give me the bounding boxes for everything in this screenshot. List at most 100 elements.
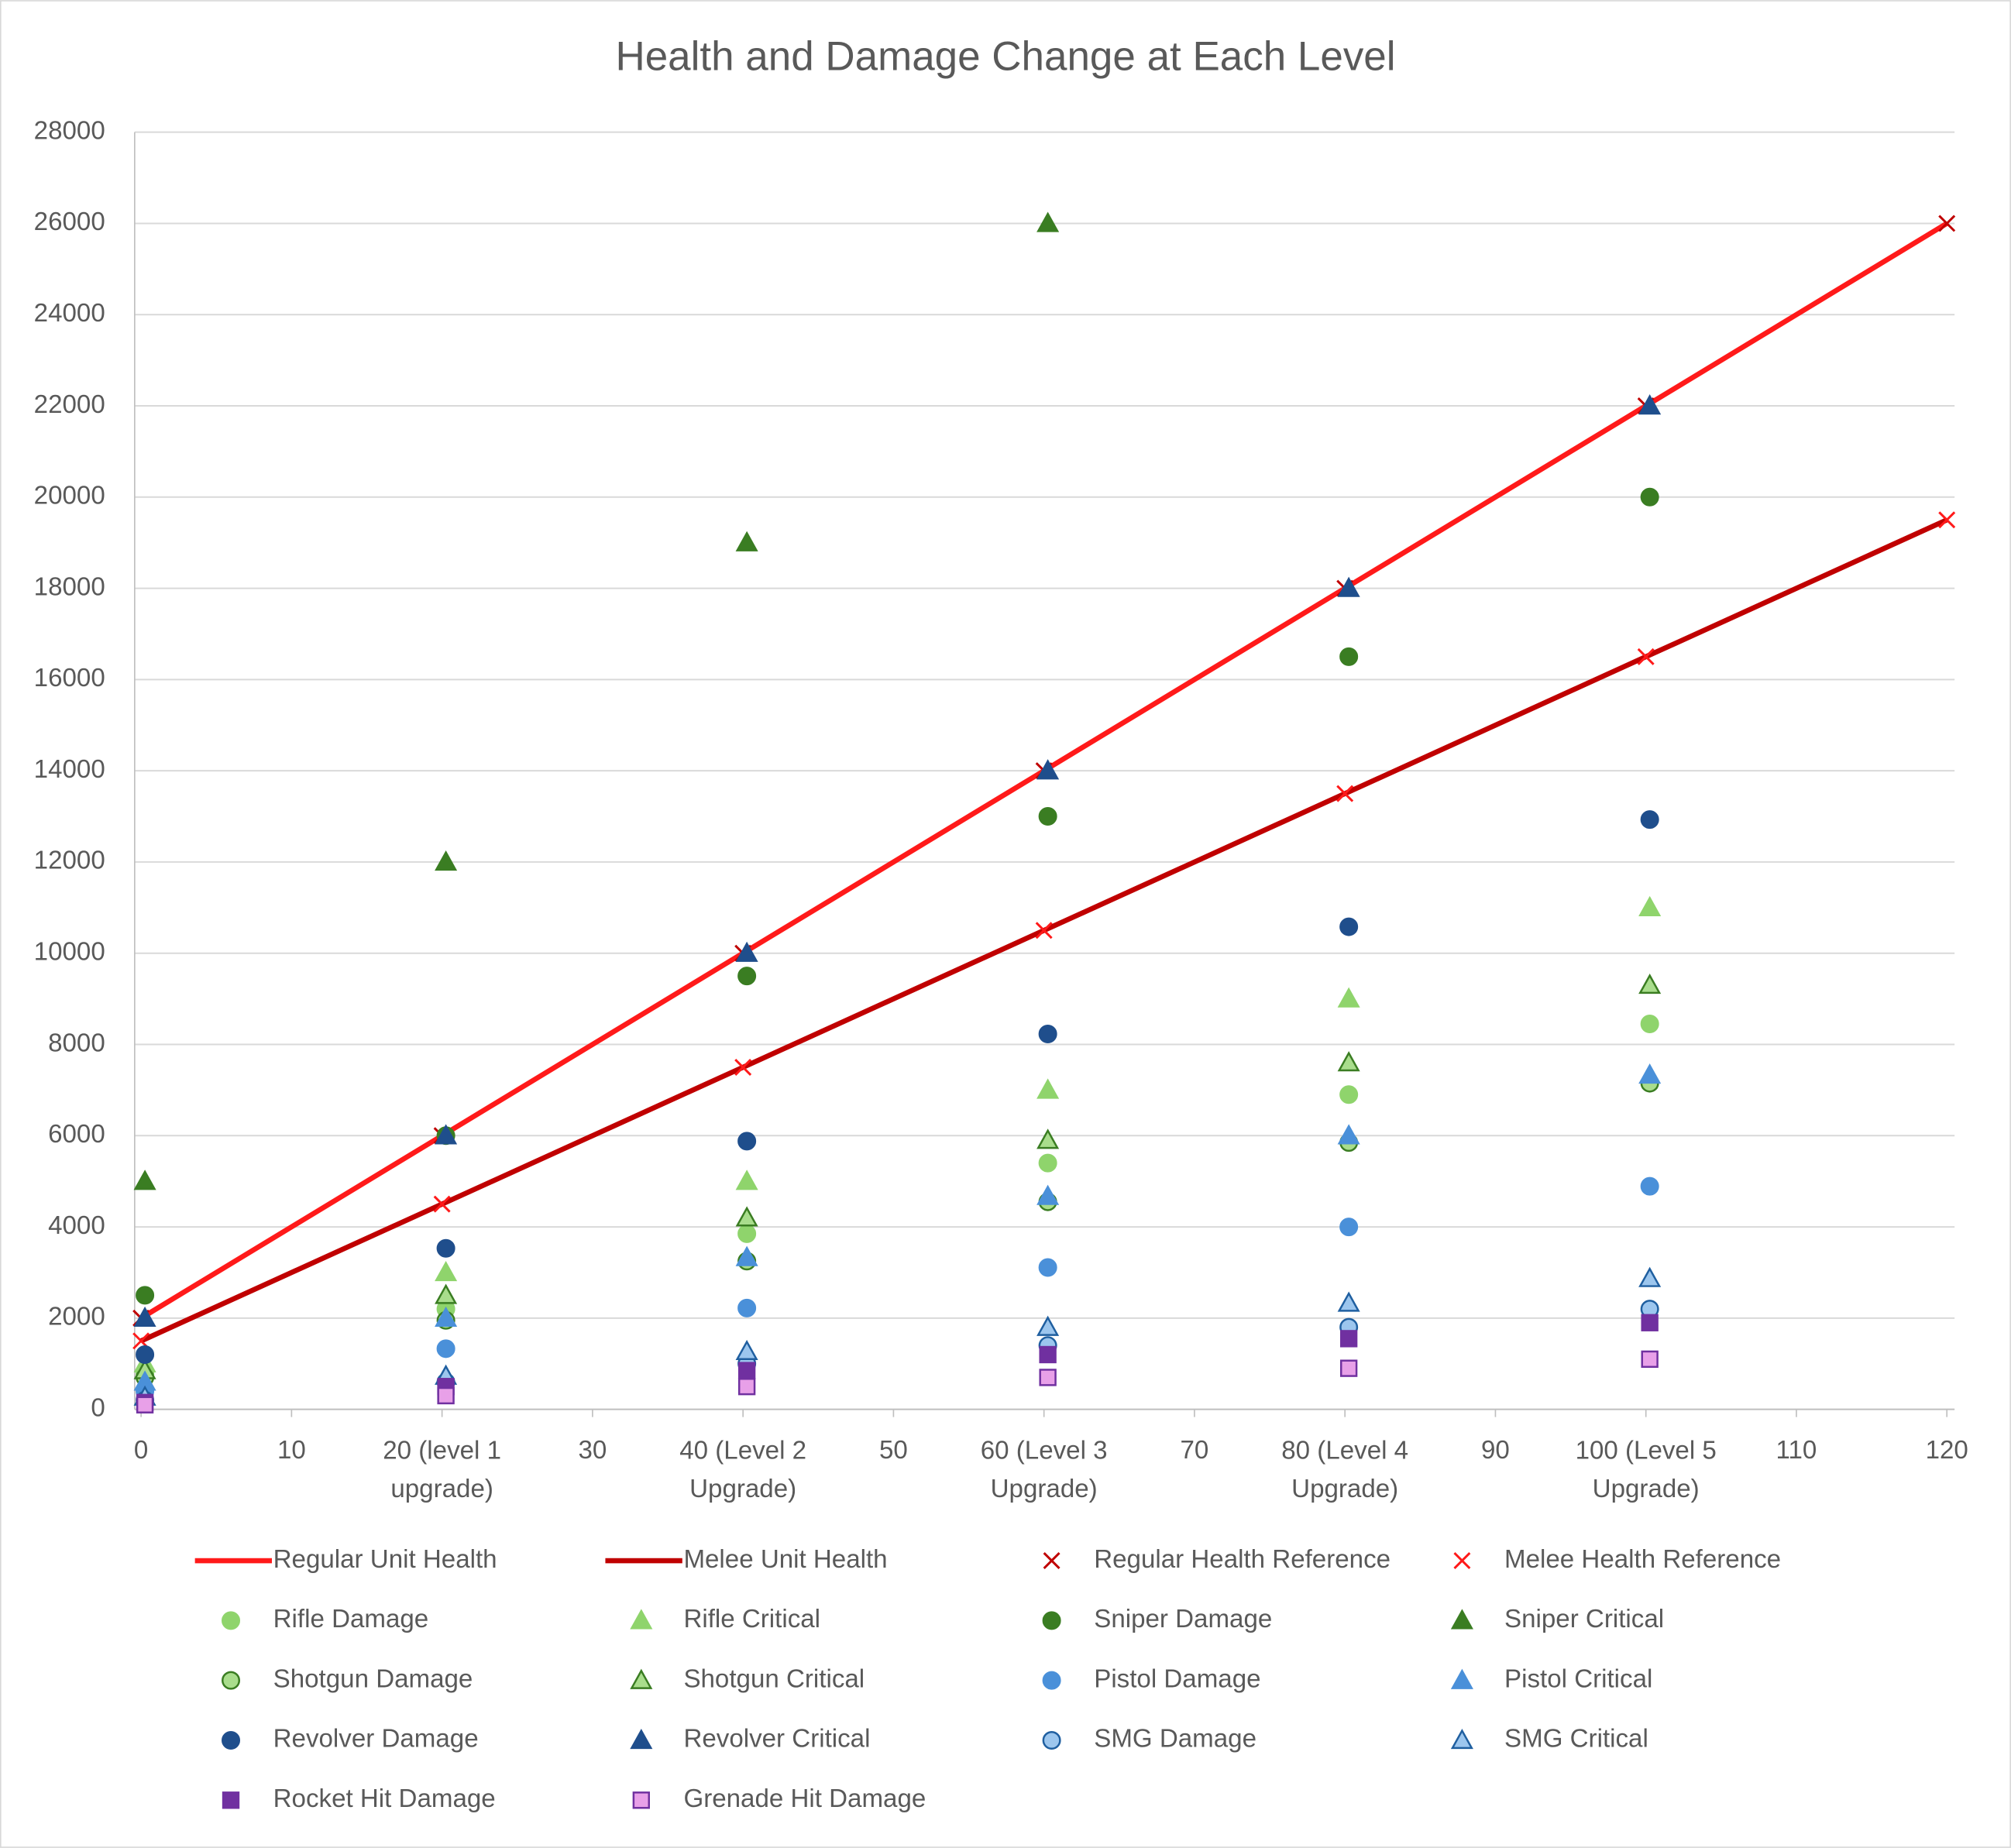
legend-swatch — [222, 1791, 240, 1809]
legend-swatch — [1450, 1668, 1473, 1689]
point — [1038, 1024, 1057, 1043]
point — [1938, 215, 1956, 232]
y-tick-label: 16000 — [34, 664, 105, 692]
legend-label: Shotgun Critical — [683, 1664, 865, 1693]
point — [1637, 647, 1655, 665]
point — [1339, 647, 1359, 666]
point — [1035, 922, 1053, 939]
legend-label: Melee Health Reference — [1504, 1545, 1781, 1574]
legend-label: Grenade Hit Damage — [683, 1784, 926, 1813]
x-tick-label: 80 (Level 4 Upgrade) — [1281, 1436, 1408, 1503]
point — [435, 1306, 458, 1328]
point — [1640, 487, 1659, 507]
point — [1638, 394, 1662, 415]
x-tick-label: 100 (Level 5 Upgrade) — [1576, 1436, 1717, 1503]
point — [1339, 1330, 1358, 1348]
chart-title: Health and Damage Change at Each Level — [615, 33, 1395, 79]
point — [1641, 1314, 1659, 1331]
point — [435, 850, 458, 871]
point — [435, 1283, 458, 1304]
legend-swatch — [630, 1728, 653, 1750]
point — [436, 1238, 455, 1258]
point — [735, 941, 758, 962]
x-tick-label: 20 (level 1 upgrade) — [383, 1436, 501, 1503]
point — [1337, 576, 1360, 597]
x-tick-label: 110 — [1776, 1436, 1817, 1465]
y-tick-label: 12000 — [34, 847, 105, 875]
legend-label: Pistol Critical — [1504, 1664, 1652, 1693]
point — [735, 1339, 758, 1361]
legend-swatch — [222, 1671, 241, 1690]
point — [1641, 1350, 1659, 1369]
point — [1336, 785, 1354, 802]
plot-area — [132, 211, 1956, 1413]
legend-label: Melee Unit Health — [683, 1545, 887, 1574]
legend-label: Rocket Hit Damage — [273, 1784, 496, 1813]
x-tick-label: 90 — [1481, 1436, 1510, 1465]
point — [1038, 1153, 1057, 1173]
point — [737, 1132, 757, 1151]
point — [1337, 987, 1360, 1008]
x-tick-label: 120 — [1926, 1436, 1968, 1465]
point — [435, 1124, 458, 1145]
point — [1337, 1291, 1360, 1312]
point — [437, 1386, 455, 1405]
point — [737, 1298, 757, 1317]
legend-swatch — [1450, 1609, 1473, 1630]
y-tick-label: 10000 — [34, 937, 105, 966]
point — [737, 967, 757, 986]
x-tick-label: 40 (Level 2 Upgrade) — [679, 1436, 806, 1503]
y-tick-label: 24000 — [34, 299, 105, 328]
point — [433, 1195, 451, 1213]
point — [1638, 1266, 1662, 1287]
point — [1038, 807, 1057, 826]
point — [1638, 1063, 1662, 1084]
y-tick-label: 28000 — [34, 116, 105, 145]
point — [1337, 1051, 1360, 1072]
point — [1638, 895, 1662, 917]
point — [737, 1224, 757, 1243]
point — [136, 1286, 155, 1305]
point — [1640, 1015, 1659, 1034]
legend-swatch — [632, 1791, 650, 1809]
legend-swatch — [1450, 1728, 1473, 1750]
legend-swatch — [222, 1611, 241, 1630]
point — [1339, 1218, 1359, 1237]
legend-label: Revolver Damage — [273, 1725, 479, 1754]
point — [1938, 511, 1956, 529]
legend-label: Rifle Critical — [683, 1605, 820, 1633]
legend-label: Pistol Damage — [1094, 1664, 1260, 1693]
legend-label: Sniper Damage — [1094, 1605, 1272, 1633]
legend-swatch — [222, 1730, 241, 1750]
x-tick-label: 10 — [277, 1436, 306, 1465]
point — [1038, 1258, 1057, 1277]
y-tick-label: 2000 — [48, 1303, 105, 1331]
legend-label: Regular Unit Health — [273, 1545, 497, 1574]
point — [436, 1339, 455, 1359]
point — [1036, 1315, 1060, 1336]
legend-label: SMG Damage — [1094, 1725, 1256, 1754]
legend-label: Revolver Critical — [683, 1725, 870, 1754]
y-tick-label: 26000 — [34, 208, 105, 236]
point — [133, 1306, 156, 1328]
legend-swatch — [1042, 1730, 1061, 1750]
point — [1339, 917, 1359, 936]
legend-swatch — [1042, 1671, 1061, 1690]
y-tick-label: 18000 — [34, 572, 105, 601]
point — [1339, 1085, 1359, 1104]
point — [1036, 1128, 1060, 1149]
point — [1036, 759, 1060, 780]
y-tick-label: 0 — [91, 1393, 105, 1422]
legend-swatch — [1453, 1552, 1471, 1569]
legend-swatch — [1042, 1611, 1061, 1630]
y-tick-label: 20000 — [34, 482, 105, 510]
point — [136, 1396, 154, 1413]
x-tick-label: 30 — [578, 1436, 607, 1465]
y-tick-label: 8000 — [48, 1029, 105, 1057]
legend-swatch — [630, 1609, 653, 1630]
point — [133, 1170, 156, 1190]
point — [737, 1378, 756, 1396]
y-tick-label: 14000 — [34, 755, 105, 784]
point — [735, 531, 758, 551]
